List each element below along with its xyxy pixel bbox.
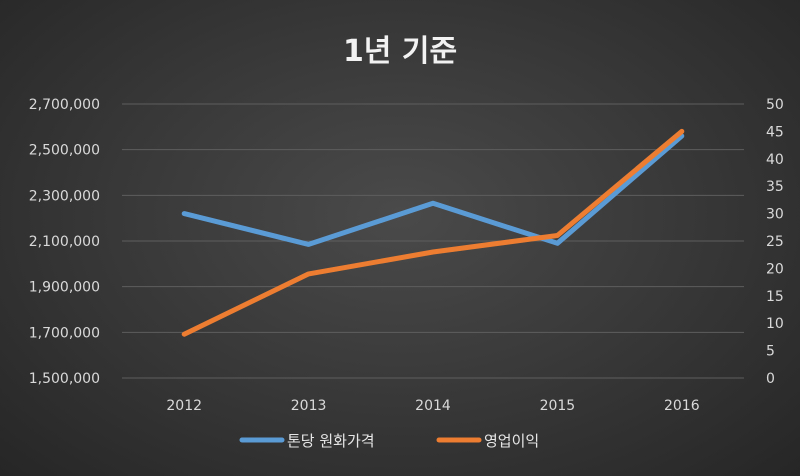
right-tick-label: 45 xyxy=(766,124,784,140)
left-tick-label: 1,500,000 xyxy=(29,371,100,387)
left-tick-label: 1,900,000 xyxy=(29,280,100,296)
right-tick-label: 10 xyxy=(766,316,784,332)
data-point-series-1 xyxy=(306,242,311,247)
data-point-series-2 xyxy=(431,249,436,254)
right-tick-label: 5 xyxy=(766,344,775,360)
right-tick-label: 15 xyxy=(766,289,784,305)
data-point-series-1 xyxy=(431,201,436,206)
legend-label-2: 영업이익 xyxy=(484,432,539,450)
left-tick-label: 2,700,000 xyxy=(29,97,100,113)
right-tick-label: 50 xyxy=(766,97,784,113)
x-tick-label: 2016 xyxy=(664,398,700,414)
right-tick-label: 30 xyxy=(766,207,784,223)
left-tick-label: 2,300,000 xyxy=(29,188,100,204)
left-axis-ticks: 1,500,000 1,700,000 1,900,000 2,100,000 2,30… xyxy=(29,97,100,387)
x-axis-ticks: 2012 2013 2014 2015 2016 xyxy=(166,398,699,414)
x-tick-label: 2012 xyxy=(166,398,202,414)
right-tick-label: 25 xyxy=(766,234,784,250)
x-tick-label: 2014 xyxy=(415,398,451,414)
data-point-series-2 xyxy=(555,233,560,238)
chart-title: 1년 기준 xyxy=(343,34,457,69)
x-tick-label: 2013 xyxy=(291,398,327,414)
right-tick-label: 0 xyxy=(766,371,775,387)
left-tick-label: 1,700,000 xyxy=(29,325,100,341)
series-line-1 xyxy=(181,133,685,247)
data-point-series-2 xyxy=(306,271,311,276)
gridlines xyxy=(122,103,744,379)
data-point-series-2 xyxy=(182,332,187,337)
left-tick-label: 2,500,000 xyxy=(29,143,100,159)
left-tick-label: 2,100,000 xyxy=(29,234,100,250)
right-axis-ticks: 0 5 10 15 20 25 30 35 40 45 50 xyxy=(766,97,784,387)
right-tick-label: 20 xyxy=(766,261,784,277)
right-tick-label: 40 xyxy=(766,152,784,168)
legend: 톤당 원화가격 영업이익 xyxy=(239,432,539,450)
series-lines xyxy=(181,128,685,337)
right-tick-label: 35 xyxy=(766,179,784,195)
x-tick-label: 2015 xyxy=(540,398,576,414)
data-point-series-2 xyxy=(679,129,684,134)
data-point-series-1 xyxy=(555,241,560,246)
legend-label-1: 톤당 원화가격 xyxy=(287,432,375,450)
series-line-2 xyxy=(181,128,685,337)
data-point-series-1 xyxy=(182,211,187,216)
